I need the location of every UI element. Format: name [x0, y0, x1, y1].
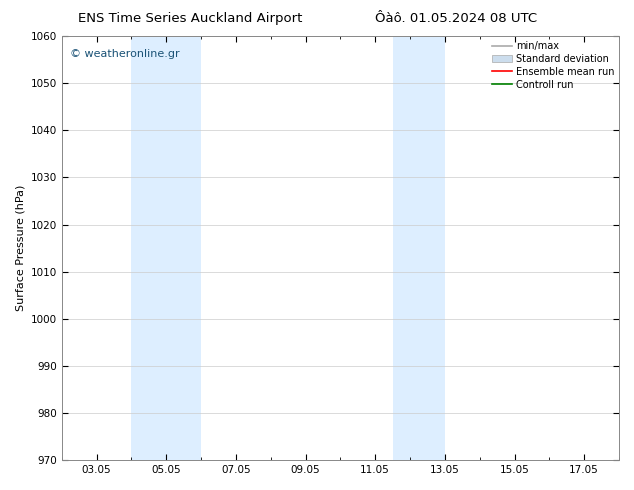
Y-axis label: Surface Pressure (hPa): Surface Pressure (hPa) [15, 185, 25, 311]
Text: Ôàô. 01.05.2024 08 UTC: Ôàô. 01.05.2024 08 UTC [375, 12, 538, 25]
Text: © weatheronline.gr: © weatheronline.gr [70, 49, 179, 59]
Legend: min/max, Standard deviation, Ensemble mean run, Controll run: min/max, Standard deviation, Ensemble me… [493, 41, 614, 90]
Text: ENS Time Series Auckland Airport: ENS Time Series Auckland Airport [78, 12, 302, 25]
Bar [131, 36, 201, 460]
Bar [392, 36, 445, 460]
